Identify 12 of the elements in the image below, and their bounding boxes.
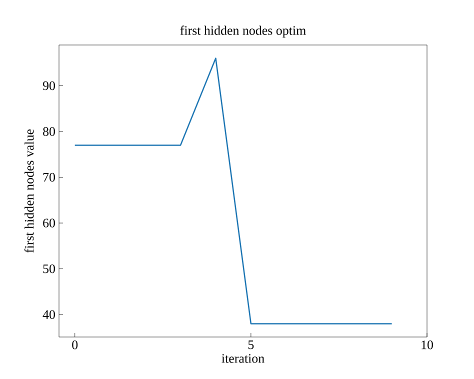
y-tick-label: 80 bbox=[43, 127, 55, 136]
chart-title: first hidden nodes optim bbox=[180, 26, 306, 38]
x-axis-title: iteration bbox=[222, 354, 264, 363]
y-axis-title: first hidden nodes value bbox=[24, 129, 34, 253]
y-tick-label: 90 bbox=[42, 81, 55, 90]
y-tick-label: 60 bbox=[43, 218, 55, 228]
x-tick-label: 10 bbox=[422, 340, 433, 350]
y-tick-label: 70 bbox=[43, 172, 55, 182]
x-tick-label: 0 bbox=[72, 340, 78, 350]
y-tick-label: 50 bbox=[43, 264, 55, 274]
x-tick-label: 5 bbox=[248, 340, 254, 350]
y-tick-label: 40 bbox=[42, 310, 55, 319]
